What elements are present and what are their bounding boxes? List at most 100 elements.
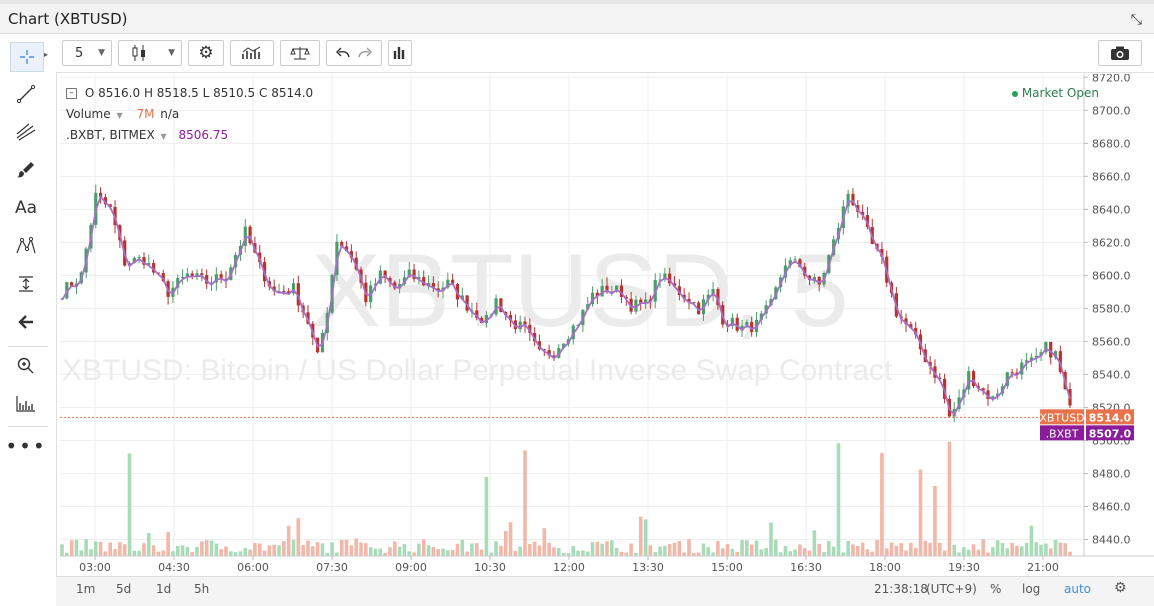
fib-icon[interactable] (10, 118, 42, 146)
volume-bar (378, 548, 383, 556)
candle-body (446, 279, 450, 288)
bars-button[interactable] (388, 40, 412, 66)
y-tick-label: 8440.0 (1092, 533, 1131, 546)
undo-icon[interactable] (335, 46, 351, 60)
volume-bar (913, 547, 918, 556)
interval-select[interactable]: 5 ▼ (62, 40, 112, 66)
volume-bar (253, 542, 257, 556)
candle-body (484, 315, 489, 324)
volume-bar (60, 544, 64, 556)
redo-icon[interactable] (357, 46, 373, 60)
compare-legend[interactable]: .BXBT, BITMEX ▼ 8506.75 (66, 128, 228, 142)
candle-body (185, 273, 189, 278)
percent-toggle[interactable]: % (990, 582, 1002, 596)
chart-style-button[interactable]: ▼ (118, 40, 182, 66)
volume-value: 7M (136, 107, 155, 121)
period-5h[interactable]: 5h (194, 582, 210, 596)
volume-bar (421, 539, 426, 556)
volume-bar (1029, 525, 1034, 556)
volume-bar (817, 543, 822, 556)
brush-icon[interactable] (10, 156, 42, 184)
period-5d[interactable]: 5d (116, 582, 132, 596)
settings-button[interactable]: ⚙ (188, 40, 224, 66)
candle-body (851, 193, 855, 206)
volume-bar (634, 552, 638, 556)
candle-body (431, 283, 435, 289)
candle-body (103, 197, 108, 205)
candle-body (991, 396, 995, 399)
volume-bar (455, 543, 460, 556)
volume-bar (928, 542, 932, 556)
compare-line-bxbt (61, 194, 1071, 416)
candle-body (557, 348, 561, 358)
candle-body (436, 288, 440, 291)
volume-bar (884, 548, 889, 556)
candle-body (417, 277, 421, 279)
measure-icon[interactable] (10, 270, 42, 298)
volume-bar (788, 551, 793, 556)
compare-symbol-tag (1040, 425, 1084, 441)
volume-bar (412, 552, 416, 556)
volume-bar (325, 552, 330, 556)
top-toolbar: 5 ▼ ▼ ⚙ (56, 34, 1154, 73)
auto-toggle[interactable]: auto (1064, 582, 1092, 596)
indicators-button[interactable] (230, 40, 274, 66)
candle-body (750, 321, 754, 333)
timezone[interactable]: (UTC+9) (926, 582, 977, 596)
candle-body (407, 269, 411, 278)
period-1d[interactable]: 1d (156, 582, 172, 596)
price-chart[interactable]: XBTUSD, 5 XBTUSD: Bitcoin / US Dollar Pe… (60, 74, 1154, 576)
y-tick-label: 8600.0 (1092, 269, 1131, 282)
volume-bar (262, 550, 267, 556)
volume-bar (696, 552, 701, 556)
pattern-icon[interactable] (10, 232, 42, 260)
volume-bar (248, 549, 252, 556)
snapshot-button[interactable] (1098, 40, 1142, 66)
expand-icon[interactable]: ⤡ (1130, 12, 1142, 28)
candle-body (402, 277, 407, 285)
compare-value: 8506.75 (178, 128, 229, 142)
volume-bar (306, 540, 310, 556)
volume-bar (966, 549, 971, 556)
volume-bar (499, 545, 503, 556)
y-tick-label: 8560.0 (1092, 335, 1131, 348)
volume-bar (658, 546, 662, 556)
volume-bar (156, 551, 161, 556)
volume-bar (846, 540, 850, 556)
candle-body (735, 317, 739, 331)
candle-body (200, 273, 204, 275)
candle-body (441, 287, 445, 291)
ohlc-legend: – O 8516.0 H 8518.5 L 8510.5 C 8514.0 (66, 86, 313, 100)
volume-bar (923, 540, 928, 556)
back-arrow-icon[interactable] (10, 308, 42, 336)
ruler-icon[interactable] (10, 390, 42, 418)
expand-tool-arrow-icon[interactable]: ▸ (44, 50, 49, 59)
period-1m[interactable]: 1m (76, 582, 96, 596)
open-label: O (84, 86, 95, 100)
zoom-icon[interactable] (10, 352, 42, 380)
candle-body (914, 327, 918, 335)
collapse-legend-icon[interactable]: – (66, 88, 77, 99)
candle-body (508, 315, 513, 321)
candle-body (108, 204, 112, 207)
volume-bar (672, 542, 677, 556)
crosshair-icon[interactable] (10, 42, 44, 72)
volume-bar (749, 544, 754, 556)
trend-line-icon[interactable] (10, 80, 42, 108)
volume-bar (359, 542, 363, 556)
candle-body (132, 257, 136, 264)
volume-bar (296, 518, 301, 556)
candle-body (479, 317, 484, 324)
volume-bar (470, 543, 474, 556)
log-toggle[interactable]: log (1022, 582, 1041, 596)
time-axis[interactable]: 03:00 04:30 06:00 07:30 09:00 10:30 12:00 13:30… (79, 556, 1059, 574)
volume-bar (257, 543, 262, 556)
candle-body (465, 295, 469, 311)
text-icon[interactable]: Aa (14, 198, 38, 218)
compare-button[interactable] (280, 40, 320, 66)
volume-bar (643, 519, 648, 556)
more-icon[interactable]: ••• (5, 434, 47, 458)
volume-legend[interactable]: Volume ▼ 7M n/a (66, 107, 179, 121)
candle-body (176, 278, 180, 288)
settings-icon[interactable]: ⚙ (1114, 580, 1127, 596)
